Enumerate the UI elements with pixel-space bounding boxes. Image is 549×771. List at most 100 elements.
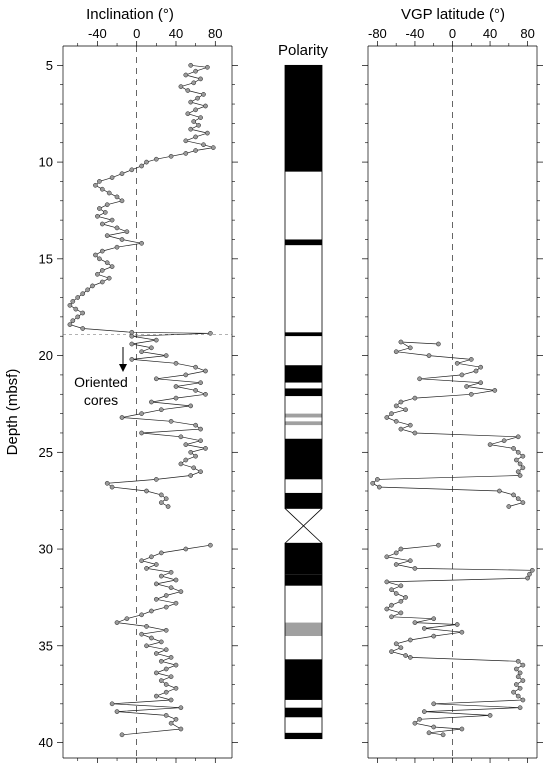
oriented-label-line2: cores xyxy=(84,392,118,408)
data-point xyxy=(431,701,437,707)
data-point xyxy=(102,210,108,215)
data-point xyxy=(119,171,125,177)
data-point xyxy=(398,598,404,604)
data-point xyxy=(517,670,523,676)
data-point xyxy=(173,662,179,668)
polarity-interval-normal xyxy=(285,438,322,480)
data-point xyxy=(393,641,399,647)
y-tick-label: 30 xyxy=(39,542,53,557)
data-point xyxy=(520,697,526,703)
data-point xyxy=(198,438,203,444)
data-point xyxy=(527,571,532,577)
data-point xyxy=(158,658,164,664)
data-point xyxy=(163,353,169,358)
data-point xyxy=(188,403,194,409)
data-point xyxy=(139,349,144,355)
data-point xyxy=(67,322,73,327)
data-point xyxy=(407,422,413,428)
data-point xyxy=(158,492,164,498)
depth-axis-label: Depth (mbsf) xyxy=(4,369,21,456)
data-point xyxy=(185,111,191,117)
data-point xyxy=(487,713,493,718)
data-point xyxy=(178,84,184,89)
data-point xyxy=(198,469,203,475)
data-point xyxy=(384,606,390,612)
y-tick-label: 15 xyxy=(39,251,53,266)
inclination-title: Inclination (°) xyxy=(86,6,174,23)
data-point xyxy=(431,724,437,730)
data-point xyxy=(165,504,171,509)
polarity-interval-normal xyxy=(285,239,322,246)
data-point xyxy=(513,457,519,463)
data-point xyxy=(99,268,105,273)
data-point xyxy=(193,388,198,393)
data-point xyxy=(70,318,76,324)
polarity-interval-reversed xyxy=(285,425,322,439)
data-point xyxy=(183,72,189,78)
data-point xyxy=(426,353,432,358)
data-point xyxy=(515,449,521,455)
data-point xyxy=(398,339,404,345)
data-point xyxy=(398,583,404,589)
data-point xyxy=(193,453,198,459)
polarity-title: Polarity xyxy=(278,42,329,59)
data-point xyxy=(124,229,130,235)
data-point xyxy=(99,248,105,254)
polarity-interval-normal xyxy=(285,492,322,509)
data-point xyxy=(70,299,76,304)
data-point xyxy=(513,666,519,672)
data-point xyxy=(178,434,184,440)
data-point xyxy=(517,461,523,467)
data-point xyxy=(139,411,144,416)
data-point xyxy=(163,647,169,653)
data-point xyxy=(109,175,115,180)
data-point xyxy=(178,461,184,467)
data-point xyxy=(178,589,184,594)
data-point xyxy=(370,480,376,486)
data-point xyxy=(104,260,110,266)
inclination-top-ticks: -40 0 40 80 xyxy=(77,26,223,763)
series-line xyxy=(372,341,524,507)
polarity-interval-normal xyxy=(285,732,322,739)
data-point xyxy=(163,666,169,672)
data-point xyxy=(153,376,159,382)
data-point xyxy=(124,616,130,622)
data-point xyxy=(412,566,418,571)
data-point xyxy=(417,376,422,382)
data-point xyxy=(168,585,174,591)
data-point xyxy=(168,153,174,159)
y-tick-label: 35 xyxy=(39,638,53,653)
data-point xyxy=(525,575,530,581)
y-tick-label: 20 xyxy=(39,348,53,363)
data-point xyxy=(158,500,164,505)
x-tick-label: -40 xyxy=(88,26,107,41)
data-point xyxy=(191,119,197,124)
data-point xyxy=(384,579,390,585)
data-point xyxy=(73,306,79,312)
data-point xyxy=(144,624,149,629)
data-point xyxy=(158,573,164,579)
data-point xyxy=(398,645,404,651)
data-point xyxy=(188,473,194,478)
data-point xyxy=(454,360,460,366)
data-point xyxy=(501,438,507,444)
data-point xyxy=(515,469,521,475)
data-point xyxy=(375,477,380,482)
data-point xyxy=(517,705,523,711)
data-point xyxy=(104,233,110,238)
data-point xyxy=(144,643,149,649)
data-point xyxy=(513,682,519,687)
data-point xyxy=(398,399,404,405)
data-point xyxy=(468,357,474,362)
data-point xyxy=(193,134,198,140)
data-point xyxy=(119,415,125,420)
data-point xyxy=(178,726,184,732)
data-point xyxy=(198,380,203,386)
polarity-interval-normal xyxy=(285,659,322,700)
data-point xyxy=(99,221,105,227)
polarity-interval-uncertain xyxy=(285,421,322,426)
data-point xyxy=(163,689,169,695)
data-point xyxy=(376,484,382,490)
data-point xyxy=(393,418,399,424)
y-tick-label: 5 xyxy=(46,58,53,73)
